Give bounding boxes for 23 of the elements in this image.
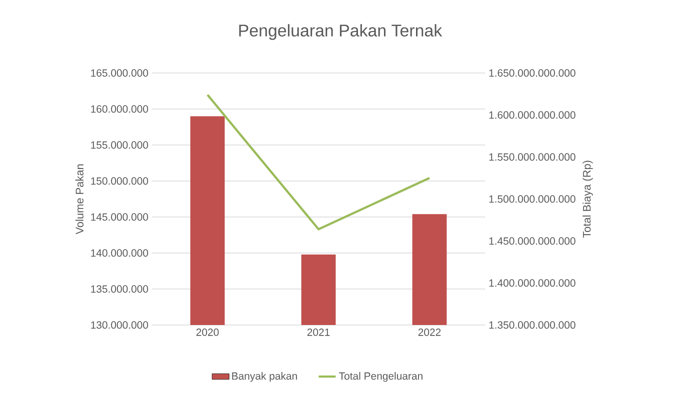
y2-tick-label: 1.500.000.000.000 bbox=[489, 195, 576, 203]
y-tick-label: 130.000.000 bbox=[91, 321, 148, 329]
y-tick-label: 145.000.000 bbox=[91, 213, 148, 221]
y-tick-label: 160.000.000 bbox=[91, 105, 148, 113]
y2-tick-label: 1.550.000.000.000 bbox=[489, 153, 576, 161]
legend-label: Total Pengeluaran bbox=[339, 372, 422, 382]
y2-tick-label: 1.450.000.000.000 bbox=[489, 237, 576, 245]
y-axis-title: Volume Pakan bbox=[75, 164, 84, 234]
x-tick-label: 2022 bbox=[418, 328, 441, 336]
x-tick-label: 2021 bbox=[307, 328, 330, 336]
y-tick-label: 155.000.000 bbox=[91, 141, 148, 149]
y-tick-label: 165.000.000 bbox=[91, 69, 148, 77]
y-tick-label: 135.000.000 bbox=[91, 285, 148, 293]
legend-label: Banyak pakan bbox=[232, 372, 297, 382]
y-tick-label: 140.000.000 bbox=[91, 249, 148, 257]
y-tick-label: 150.000.000 bbox=[91, 177, 148, 185]
y2-axis-title: Total Biaya (Rp) bbox=[582, 160, 593, 238]
y2-tick-label: 1.600.000.000.000 bbox=[489, 111, 576, 119]
y2-tick-label: 1.650.000.000.000 bbox=[489, 69, 576, 77]
y2-tick-label: 1.350.000.000.000 bbox=[489, 321, 576, 329]
x-tick-label: 2020 bbox=[196, 328, 219, 336]
chart-title: Pengeluaran Pakan Ternak bbox=[239, 24, 442, 40]
y2-tick-label: 1.400.000.000.000 bbox=[489, 279, 576, 287]
